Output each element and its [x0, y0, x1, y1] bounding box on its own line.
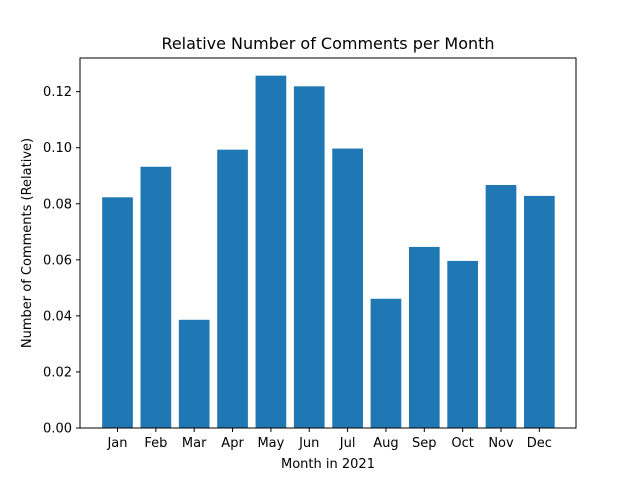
bar-jul [332, 148, 363, 429]
x-tick-label: Jul [339, 436, 356, 451]
x-tick-label: Apr [221, 436, 244, 451]
chart-title: Relative Number of Comments per Month [161, 34, 494, 53]
x-tick-label: Oct [451, 436, 473, 451]
bar-apr [217, 149, 248, 428]
bar-may [255, 75, 287, 428]
x-tick-label: Nov [488, 436, 514, 451]
bar-mar [178, 319, 210, 428]
bars-group [102, 75, 555, 429]
x-tick-label: Sep [412, 436, 437, 451]
y-tick-label: 0.08 [43, 197, 72, 212]
bar-sep [408, 246, 440, 428]
bar-jan [102, 197, 133, 428]
y-tick-label: 0.02 [43, 365, 72, 380]
x-tick-label: May [257, 436, 284, 451]
bar-oct [447, 260, 478, 428]
y-tick-label: 0.12 [43, 85, 72, 100]
y-tick-label: 0.10 [43, 141, 72, 156]
bar-feb [140, 166, 172, 428]
plot-frame [79, 57, 577, 429]
x-axis: Jan Feb Mar Apr May Jun Jul Aug Sep Oct Nov Dec [106, 428, 552, 451]
x-tick-label: Jan [106, 436, 127, 451]
y-axis: 0.00 0.02 0.04 0.06 0.08 0.10 0.12 [43, 85, 80, 437]
y-axis-label: Number of Comments (Relative) [20, 138, 35, 348]
bar-nov [485, 184, 517, 428]
y-tick-label: 0.04 [43, 309, 72, 324]
x-tick-label: Mar [182, 436, 207, 451]
bar-aug [370, 298, 402, 428]
bar-dec [524, 195, 555, 428]
x-axis-label: Month in 2021 [281, 457, 375, 472]
y-tick-label: 0.06 [43, 253, 72, 268]
x-tick-label: Jun [298, 436, 319, 451]
y-tick-label: 0.00 [43, 422, 72, 437]
x-tick-label: Feb [144, 436, 167, 451]
x-tick-label: Aug [373, 436, 398, 451]
bar-jun [293, 86, 325, 428]
x-tick-label: Dec [527, 436, 552, 451]
